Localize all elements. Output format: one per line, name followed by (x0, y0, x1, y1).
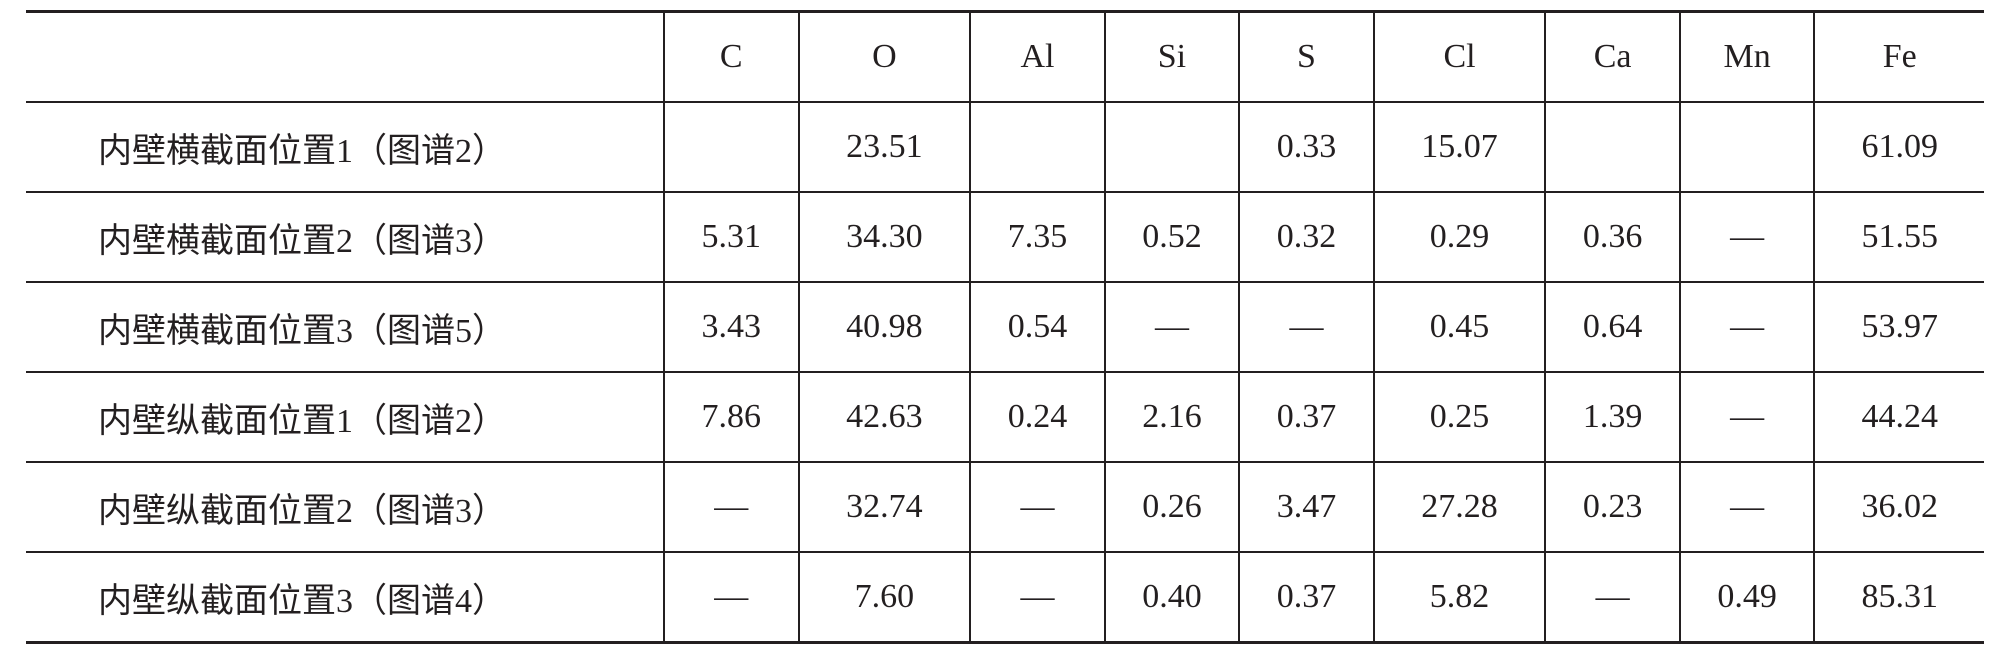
table-row: 内壁纵截面位置2（图谱3） —32.74—0.26 3.47 27.28 0.23—36… (26, 461, 1984, 553)
value-cell: — (1238, 281, 1374, 373)
value-cell: 15.07 (1372, 101, 1546, 193)
column-header: Fe (1813, 10, 1984, 103)
corner-cell (26, 10, 664, 103)
value-cell: 0.37 (1238, 371, 1374, 463)
table-row: 内壁横截面位置2（图谱3） 5.31 34.30 7.35 0.52 0.32 0.29 0.… (26, 191, 1984, 283)
row-label: 内壁纵截面位置3（图谱4） (26, 551, 664, 644)
row-label: 内壁纵截面位置1（图谱2） (26, 371, 664, 463)
value-cell: 40.98 (797, 281, 971, 373)
value-cell: 1.39 (1544, 371, 1680, 463)
data-table: C O Al Si S Cl Ca Mn Fe 内壁横截面位置1（图谱2） 23.51 0.33 15… (26, 10, 1984, 644)
value-cell: 23.51 (797, 101, 971, 193)
value-cell: 2.16 (1103, 371, 1240, 463)
row-label: 内壁横截面位置3（图谱5） (26, 281, 664, 373)
empty-cell (969, 101, 1105, 193)
value-cell: 0.32 (1238, 191, 1374, 283)
value-cell: 51.55 (1813, 191, 1984, 283)
column-header: Mn (1678, 10, 1815, 103)
value-cell: 0.26 (1103, 461, 1240, 553)
value-cell: — (1678, 191, 1815, 283)
table-body: 内壁横截面位置1（图谱2） 23.51 0.33 15.07 61.09 内壁横截面位置2… (26, 101, 1984, 644)
empty-cell (1678, 101, 1815, 193)
column-header: C (663, 10, 799, 103)
value-cell: 0.24 (969, 371, 1105, 463)
value-cell: 36.02 (1813, 461, 1984, 553)
table-row: 内壁纵截面位置1（图谱2） 7.86 42.63 0.24 2.16 0.37 0.25 1.… (26, 371, 1984, 463)
value-cell: 7.60 (797, 551, 971, 644)
value-cell: 0.64 (1544, 281, 1680, 373)
value-cell: — (969, 461, 1105, 553)
value-cell: 0.49 (1678, 551, 1815, 644)
table-row: 内壁横截面位置3（图谱5） 3.43 40.98 0.54— —0.45 0.64—53.… (26, 281, 1984, 373)
value-cell: — (1678, 281, 1815, 373)
value-cell: 0.23 (1544, 461, 1680, 553)
column-header: Al (969, 10, 1105, 103)
empty-cell (663, 101, 799, 193)
column-header: Ca (1544, 10, 1680, 103)
table-row: 内壁纵截面位置3（图谱4） —7.60—0.40 0.37 5.82—0.49 85.3… (26, 551, 1984, 644)
value-cell: — (1544, 551, 1680, 644)
value-cell: 3.47 (1238, 461, 1374, 553)
value-cell: 44.24 (1813, 371, 1984, 463)
value-cell: 0.33 (1238, 101, 1374, 193)
column-header: O (797, 10, 971, 103)
value-cell: 42.63 (797, 371, 971, 463)
value-cell: 5.82 (1372, 551, 1546, 644)
table-row: 内壁横截面位置1（图谱2） 23.51 0.33 15.07 61.09 (26, 101, 1984, 193)
value-cell: 61.09 (1813, 101, 1984, 193)
value-cell: 27.28 (1372, 461, 1546, 553)
value-cell: 85.31 (1813, 551, 1984, 644)
value-cell: — (969, 551, 1105, 644)
value-cell: 0.29 (1372, 191, 1546, 283)
column-header: Si (1103, 10, 1240, 103)
empty-cell (1103, 101, 1240, 193)
column-header: S (1238, 10, 1374, 103)
row-label: 内壁纵截面位置2（图谱3） (26, 461, 664, 553)
value-cell: 0.25 (1372, 371, 1546, 463)
value-cell: 0.40 (1103, 551, 1240, 644)
value-cell: — (663, 461, 799, 553)
value-cell: 0.54 (969, 281, 1105, 373)
value-cell: 32.74 (797, 461, 971, 553)
value-cell: 7.86 (663, 371, 799, 463)
value-cell: 0.45 (1372, 281, 1546, 373)
value-cell: 7.35 (969, 191, 1105, 283)
value-cell: 0.36 (1544, 191, 1680, 283)
value-cell: — (1678, 371, 1815, 463)
value-cell: — (663, 551, 799, 644)
value-cell: 0.52 (1103, 191, 1240, 283)
header-row: C O Al Si S Cl Ca Mn Fe (26, 10, 1984, 103)
row-label: 内壁横截面位置2（图谱3） (26, 191, 664, 283)
value-cell: 3.43 (663, 281, 799, 373)
value-cell: — (1103, 281, 1240, 373)
row-label: 内壁横截面位置1（图谱2） (26, 101, 664, 193)
value-cell: 5.31 (663, 191, 799, 283)
value-cell: 34.30 (797, 191, 971, 283)
empty-cell (1544, 101, 1680, 193)
value-cell: — (1678, 461, 1815, 553)
value-cell: 53.97 (1813, 281, 1984, 373)
column-header: Cl (1372, 10, 1546, 103)
value-cell: 0.37 (1238, 551, 1374, 644)
